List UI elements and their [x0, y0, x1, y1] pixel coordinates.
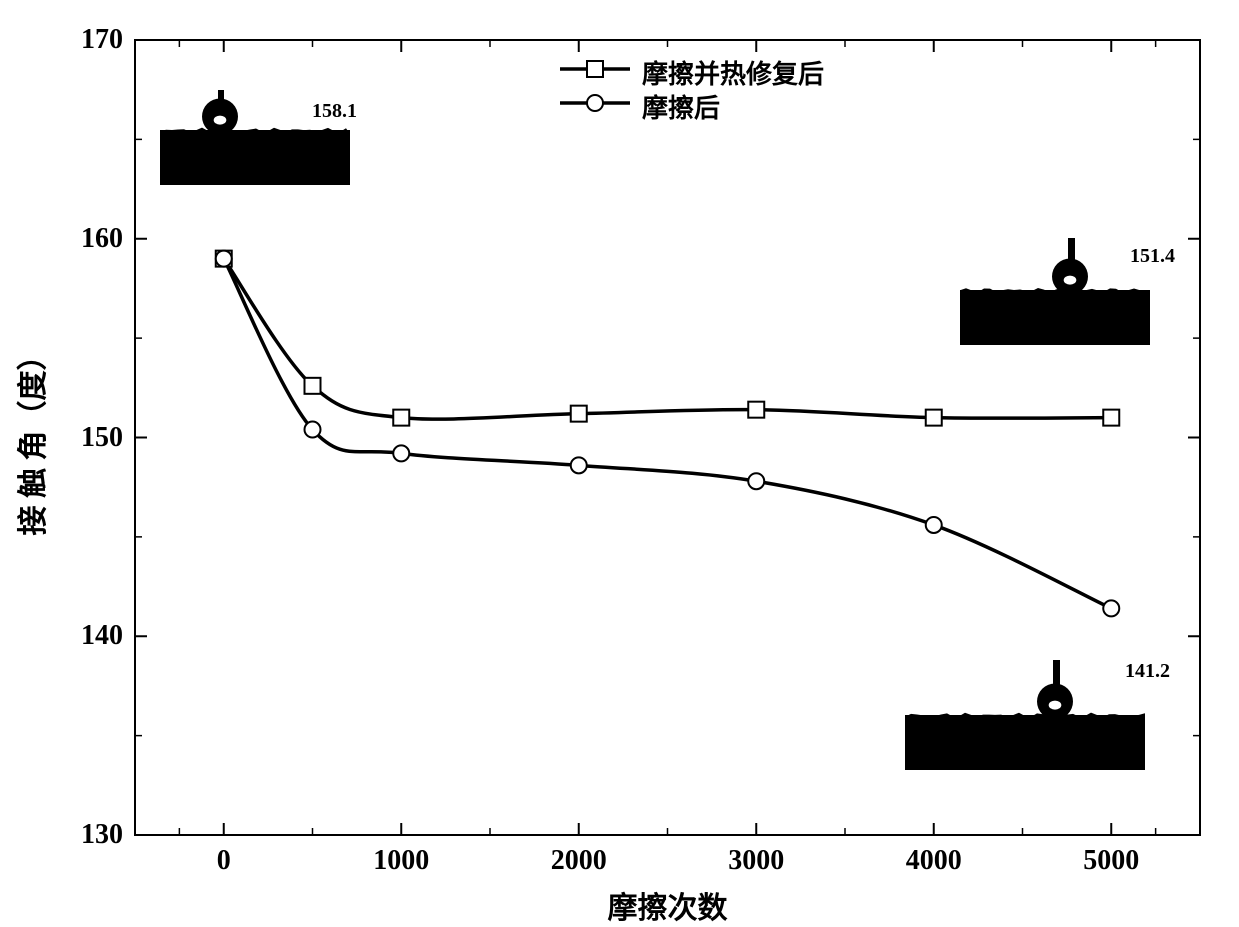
y-tick-label: 160 — [81, 223, 123, 255]
y-axis-label: 接 触 角（度） — [8, 340, 52, 535]
inset-label: 151.4 — [1130, 245, 1175, 268]
x-axis-label: 摩擦次数 — [608, 883, 728, 927]
x-tick-label: 4000 — [906, 845, 962, 877]
chart-container: 010002000300040005000130140150160170摩擦次数… — [0, 0, 1239, 923]
x-tick-label: 1000 — [373, 845, 429, 877]
inset-label: 141.2 — [1125, 660, 1170, 683]
x-tick-label: 2000 — [551, 845, 607, 877]
legend-label: 摩擦后 — [642, 88, 720, 125]
inset-label: 158.1 — [312, 100, 357, 123]
legend-label: 摩擦并热修复后 — [642, 54, 824, 91]
y-tick-label: 170 — [81, 24, 123, 56]
y-tick-label: 150 — [81, 422, 123, 454]
x-tick-label: 3000 — [728, 845, 784, 877]
x-tick-label: 5000 — [1083, 845, 1139, 877]
chart-svg — [0, 0, 1239, 923]
y-tick-label: 130 — [81, 819, 123, 851]
x-tick-label: 0 — [217, 845, 231, 877]
y-tick-label: 140 — [81, 620, 123, 652]
